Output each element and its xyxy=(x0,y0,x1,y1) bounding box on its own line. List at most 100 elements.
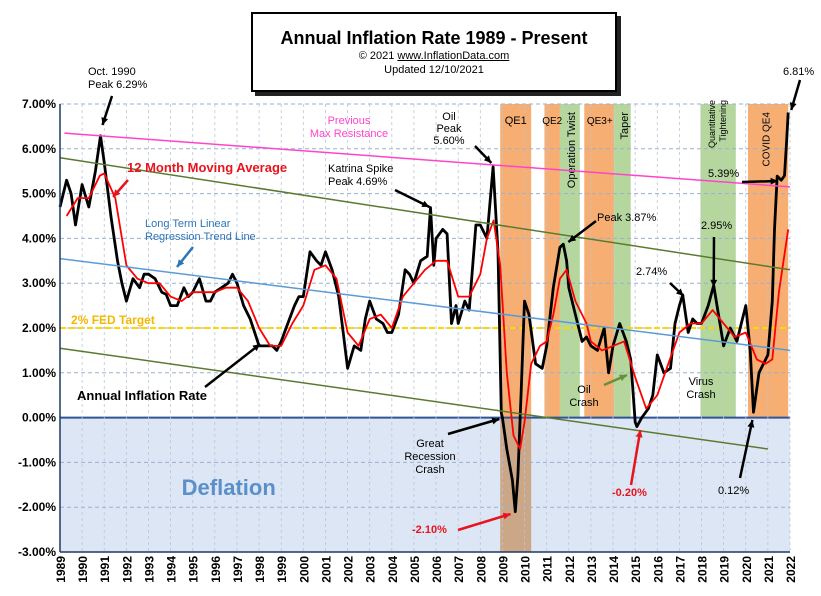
arrow-annual-rate-head xyxy=(252,344,261,352)
arrow-trend-line xyxy=(176,246,194,268)
annotation-great-recession-line: Crash xyxy=(415,464,444,476)
annotation-oil-crash-line: Oil xyxy=(577,384,590,396)
deflation-label: Deflation xyxy=(182,475,276,500)
arrow-oil-crash xyxy=(603,373,628,387)
annotation-low-2020-line: 0.12% xyxy=(718,485,749,497)
x-tick-label: 2010 xyxy=(519,556,533,583)
arrow-peak-2011 xyxy=(567,220,597,243)
arrow-peak-2018-head xyxy=(710,279,718,287)
y-tick-label: 5.00% xyxy=(22,187,56,201)
x-tick-label: 1993 xyxy=(142,556,156,583)
annotation-katrina-line: Peak 4.69% xyxy=(328,176,388,188)
series-12-month-moving-average xyxy=(65,172,790,450)
x-tick-label: 2008 xyxy=(474,556,488,583)
x-tick-label: 1992 xyxy=(120,556,134,583)
arrow-annual-rate-shaft xyxy=(204,343,261,388)
x-tick-label: 2002 xyxy=(342,556,356,583)
x-tick-label: 2020 xyxy=(740,556,754,583)
annotation-moving-avg: 12 Month Moving Average xyxy=(127,160,287,175)
annotation-trend-line-line: Long Term Linear xyxy=(145,218,231,230)
annotation-oil-peak-line: Peak xyxy=(436,123,462,135)
y-tick-label: 4.00% xyxy=(22,231,56,245)
annotation-peak-2011: Peak 3.87% xyxy=(597,212,657,224)
x-tick-label: 2005 xyxy=(408,556,422,583)
arrow-peak-2021 xyxy=(789,79,802,111)
x-tick-label: 1997 xyxy=(231,556,245,583)
annotation-oct1990-line: Oct. 1990 xyxy=(88,66,136,78)
y-tick-label: 2.00% xyxy=(22,321,56,335)
annotation-low-2010-line: -2.10% xyxy=(412,524,447,536)
chart-credit: © 2021 www.InflationData.com xyxy=(253,49,615,63)
x-tick-label: 2009 xyxy=(496,556,510,583)
annotation-great-recession-line: Great xyxy=(416,438,444,450)
updated-date: Updated 12/10/2021 xyxy=(384,64,484,76)
y-tick-label: 6.00% xyxy=(22,142,56,156)
arrow-peak-2017 xyxy=(669,282,685,297)
arrow-great-recession-shaft xyxy=(447,417,500,436)
x-tick-label: 2013 xyxy=(585,556,599,583)
annotation-annual-rate-line: Annual Inflation Rate xyxy=(77,388,207,403)
x-tick-label: 2019 xyxy=(718,556,732,583)
source-link[interactable]: www.InflationData.com xyxy=(397,50,510,62)
arrow-great-recession-head xyxy=(491,417,500,425)
x-tick-label: 2016 xyxy=(651,556,665,583)
band-label: Operation Twist xyxy=(566,112,578,188)
arrow-moving-avg-head xyxy=(113,189,121,197)
y-tick-label: -2.00% xyxy=(18,500,56,514)
series-long-term-linear-regression-trend-line xyxy=(59,257,791,352)
x-tick-label: 2012 xyxy=(563,556,577,583)
x-tick-label: 2003 xyxy=(364,556,378,583)
annotation-peak-2018: 2.95% xyxy=(701,220,732,232)
annotation-oil-crash-line: Crash xyxy=(569,397,598,409)
band-label: QE1 xyxy=(505,115,527,127)
annotation-val-2021: 5.39% xyxy=(708,168,739,180)
series-previous-max-resistance xyxy=(64,132,791,188)
x-tick-label: 2004 xyxy=(386,556,400,583)
x-tick-label: 1991 xyxy=(98,556,112,583)
band-label: Tightening xyxy=(718,100,728,142)
annotation-peak-2021: 6.81% xyxy=(783,66,814,78)
x-tick-label: 2014 xyxy=(607,556,621,583)
copyright: © 2021 xyxy=(358,50,395,62)
annotation-annual-rate: Annual Inflation Rate xyxy=(77,388,207,403)
arrow-oil-peak-head xyxy=(483,155,492,163)
arrow-peak-2011-head xyxy=(568,234,577,242)
x-tick-label: 1994 xyxy=(165,556,179,583)
annotation-katrina-line: Katrina Spike xyxy=(328,163,393,175)
annotation-oil-peak-line: 5.60% xyxy=(433,135,464,147)
band-2 xyxy=(559,104,580,418)
y-tick-label: 3.00% xyxy=(22,276,56,290)
annotation-max-resistance-line: Previous xyxy=(328,115,371,127)
y-tick-label: 0.00% xyxy=(22,411,56,425)
x-tick-label: 1995 xyxy=(187,556,201,583)
y-tick-label: -3.00% xyxy=(18,545,56,559)
annotation-low-2015: -0.20% xyxy=(612,487,647,499)
arrow-low-2020-head xyxy=(747,420,755,428)
annotation-val-2021-line: 5.39% xyxy=(708,168,739,180)
arrow-low-2020 xyxy=(738,419,755,479)
band-label: QE2 xyxy=(542,116,562,127)
annotation-oct1990-line: Peak 6.29% xyxy=(88,79,148,91)
arrow-low-2015-shaft xyxy=(629,429,642,486)
annotation-low-2010: -2.10% xyxy=(412,524,447,536)
arrow-low-2010 xyxy=(457,512,511,532)
x-tick-label: 2018 xyxy=(696,556,710,583)
arrow-low-2010-head xyxy=(502,512,511,520)
annotation-low-2015-line: -0.20% xyxy=(612,487,647,499)
annotation-virus-crash-line: Crash xyxy=(686,389,715,401)
arrow-val-2021 xyxy=(741,177,778,185)
arrow-low-2015 xyxy=(629,429,643,486)
deflation-region xyxy=(60,417,790,552)
series-upper-channel xyxy=(59,157,791,271)
band-label: QE3+ xyxy=(587,116,613,127)
y-tick-label: -1.00% xyxy=(18,455,56,469)
x-tick-label: 1989 xyxy=(54,556,68,583)
annotation-trend-line-line: Regression Trend Line xyxy=(145,231,256,243)
